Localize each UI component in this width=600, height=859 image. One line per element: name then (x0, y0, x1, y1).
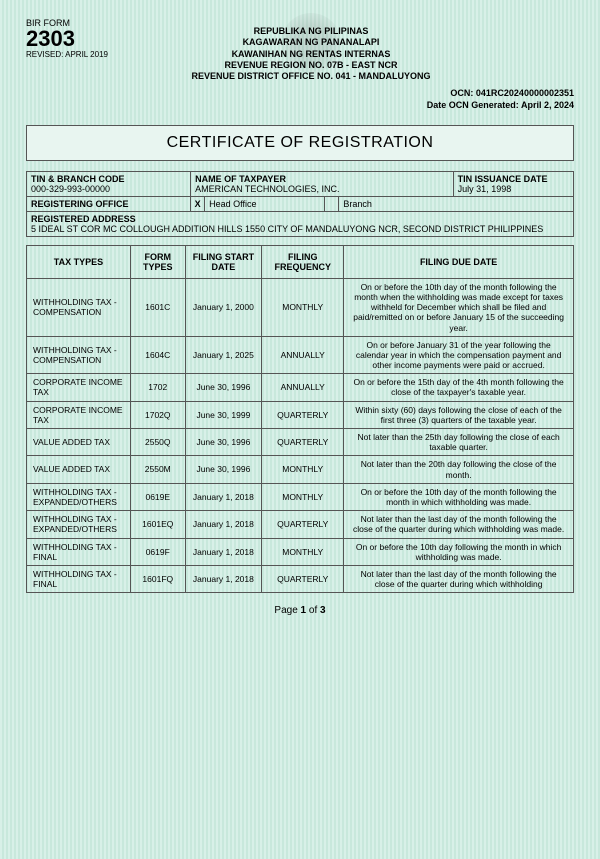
hdr-l5: REVENUE DISTRICT OFFICE NO. 041 - MANDAL… (108, 71, 514, 82)
header-row: BIR FORM 2303 REVISED: APRIL 2019 REPUBL… (26, 18, 574, 82)
cell-tax-type: CORPORATE INCOME TAX (27, 374, 131, 401)
cell-filing-start: June 30, 1996 (185, 429, 262, 456)
cell-filing-freq: QUARTERLY (262, 565, 344, 592)
cell-tax-type: WITHHOLDING TAX - EXPANDED/OTHERS (27, 511, 131, 538)
table-row: WITHHOLDING TAX - EXPANDED/OTHERS1601EQJ… (27, 511, 574, 538)
cell-tax-type: WITHHOLDING TAX - COMPENSATION (27, 278, 131, 336)
tax-table: TAX TYPES FORM TYPES FILING START DATE F… (26, 245, 574, 594)
head-office-label: Head Office (209, 199, 256, 209)
cell-form-type: 1702 (130, 374, 185, 401)
cell-filing-freq: ANNUALLY (262, 374, 344, 401)
table-row: CORPORATE INCOME TAX1702QJune 30, 1999QU… (27, 401, 574, 428)
cell-tax-type: WITHHOLDING TAX - EXPANDED/OTHERS (27, 483, 131, 510)
reg-office-label: REGISTERING OFFICE (31, 199, 129, 209)
cell-form-type: 1604C (130, 336, 185, 374)
agency-header: REPUBLIKA NG PILIPINAS KAGAWARAN NG PANA… (108, 18, 514, 82)
cell-due-date: Not later than the 25th day following th… (344, 429, 574, 456)
cell-tax-type: WITHHOLDING TAX - FINAL (27, 565, 131, 592)
address-value: 5 IDEAL ST COR MC COLLOUGH ADDITION HILL… (31, 224, 569, 234)
tin-label: TIN & BRANCH CODE (31, 174, 125, 184)
form-revised: REVISED: APRIL 2019 (26, 50, 108, 59)
cell-filing-start: January 1, 2000 (185, 278, 262, 336)
cell-filing-freq: QUARTERLY (262, 511, 344, 538)
head-office-check: X (191, 196, 205, 211)
cell-tax-type: WITHHOLDING TAX - COMPENSATION (27, 336, 131, 374)
col-form-types: FORM TYPES (130, 245, 185, 278)
cell-form-type: 0619F (130, 538, 185, 565)
cell-tax-type: VALUE ADDED TAX (27, 456, 131, 483)
table-row: WITHHOLDING TAX - EXPANDED/OTHERS0619EJa… (27, 483, 574, 510)
table-row: VALUE ADDED TAX2550QJune 30, 1996QUARTER… (27, 429, 574, 456)
form-block: BIR FORM 2303 REVISED: APRIL 2019 (26, 18, 108, 59)
cell-filing-start: June 30, 1996 (185, 374, 262, 401)
cell-due-date: On or before January 31 of the year foll… (344, 336, 574, 374)
cell-tax-type: WITHHOLDING TAX - FINAL (27, 538, 131, 565)
table-row: CORPORATE INCOME TAX1702June 30, 1996ANN… (27, 374, 574, 401)
cell-form-type: 1702Q (130, 401, 185, 428)
cell-filing-start: January 1, 2018 (185, 511, 262, 538)
cell-due-date: Within sixty (60) days following the clo… (344, 401, 574, 428)
cell-filing-freq: QUARTERLY (262, 429, 344, 456)
cell-filing-start: June 30, 1999 (185, 401, 262, 428)
cell-form-type: 1601EQ (130, 511, 185, 538)
table-row: WITHHOLDING TAX - FINAL1601FQJanuary 1, … (27, 565, 574, 592)
ocn-block: OCN: 041RC20240000002351 Date OCN Genera… (26, 88, 574, 111)
cell-filing-start: January 1, 2018 (185, 538, 262, 565)
col-tax-types: TAX TYPES (27, 245, 131, 278)
branch-check (325, 196, 339, 211)
cell-filing-start: January 1, 2018 (185, 565, 262, 592)
cell-due-date: On or before the 15th day of the 4th mon… (344, 374, 574, 401)
name-label: NAME OF TAXPAYER (195, 174, 286, 184)
hdr-l1: REPUBLIKA NG PILIPINAS (108, 26, 514, 37)
cell-due-date: Not later than the 20th day following th… (344, 456, 574, 483)
col-due-date: FILING DUE DATE (344, 245, 574, 278)
cell-filing-start: January 1, 2025 (185, 336, 262, 374)
cell-due-date: On or before the 10th day of the month f… (344, 483, 574, 510)
cell-form-type: 2550M (130, 456, 185, 483)
cell-due-date: Not later than the last day of the month… (344, 565, 574, 592)
cell-filing-freq: MONTHLY (262, 538, 344, 565)
cell-form-type: 2550Q (130, 429, 185, 456)
form-number: 2303 (26, 28, 108, 50)
cell-form-type: 0619E (130, 483, 185, 510)
cell-filing-freq: ANNUALLY (262, 336, 344, 374)
branch-label: Branch (343, 199, 372, 209)
cell-form-type: 1601C (130, 278, 185, 336)
table-row: WITHHOLDING TAX - FINAL0619FJanuary 1, 2… (27, 538, 574, 565)
cell-due-date: On or before the 10th day following the … (344, 538, 574, 565)
cell-due-date: Not later than the last day of the month… (344, 511, 574, 538)
cell-due-date: On or before the 10th day of the month f… (344, 278, 574, 336)
tin-value: 000-329-993-00000 (31, 184, 186, 194)
cell-filing-freq: MONTHLY (262, 456, 344, 483)
cell-form-type: 1601FQ (130, 565, 185, 592)
info-table: TIN & BRANCH CODE 000-329-993-00000 NAME… (26, 171, 574, 237)
ocn-number: OCN: 041RC20240000002351 (26, 88, 574, 99)
table-row: VALUE ADDED TAX2550MJune 30, 1996MONTHLY… (27, 456, 574, 483)
cell-filing-freq: MONTHLY (262, 278, 344, 336)
cell-filing-freq: QUARTERLY (262, 401, 344, 428)
page-indicator: Page 1 of 3 (26, 605, 574, 616)
cell-tax-type: VALUE ADDED TAX (27, 429, 131, 456)
col-filing-start: FILING START DATE (185, 245, 262, 278)
ocn-date: Date OCN Generated: April 2, 2024 (26, 100, 574, 111)
table-row: WITHHOLDING TAX - COMPENSATION1604CJanua… (27, 336, 574, 374)
cell-filing-start: January 1, 2018 (185, 483, 262, 510)
name-value: AMERICAN TECHNOLOGIES, INC. (195, 184, 449, 194)
hdr-l4: REVENUE REGION NO. 07B - EAST NCR (108, 60, 514, 71)
cell-tax-type: CORPORATE INCOME TAX (27, 401, 131, 428)
col-filing-freq: FILING FREQUENCY (262, 245, 344, 278)
issuance-label: TIN ISSUANCE DATE (458, 174, 548, 184)
certificate-title: CERTIFICATE OF REGISTRATION (26, 125, 574, 161)
address-label: REGISTERED ADDRESS (31, 214, 136, 224)
cell-filing-freq: MONTHLY (262, 483, 344, 510)
cell-filing-start: June 30, 1996 (185, 456, 262, 483)
issuance-value: July 31, 1998 (458, 184, 569, 194)
hdr-l2: KAGAWARAN NG PANANALAPI (108, 37, 514, 48)
table-row: WITHHOLDING TAX - COMPENSATION1601CJanua… (27, 278, 574, 336)
hdr-l3: KAWANIHAN NG RENTAS INTERNAS (108, 49, 514, 60)
